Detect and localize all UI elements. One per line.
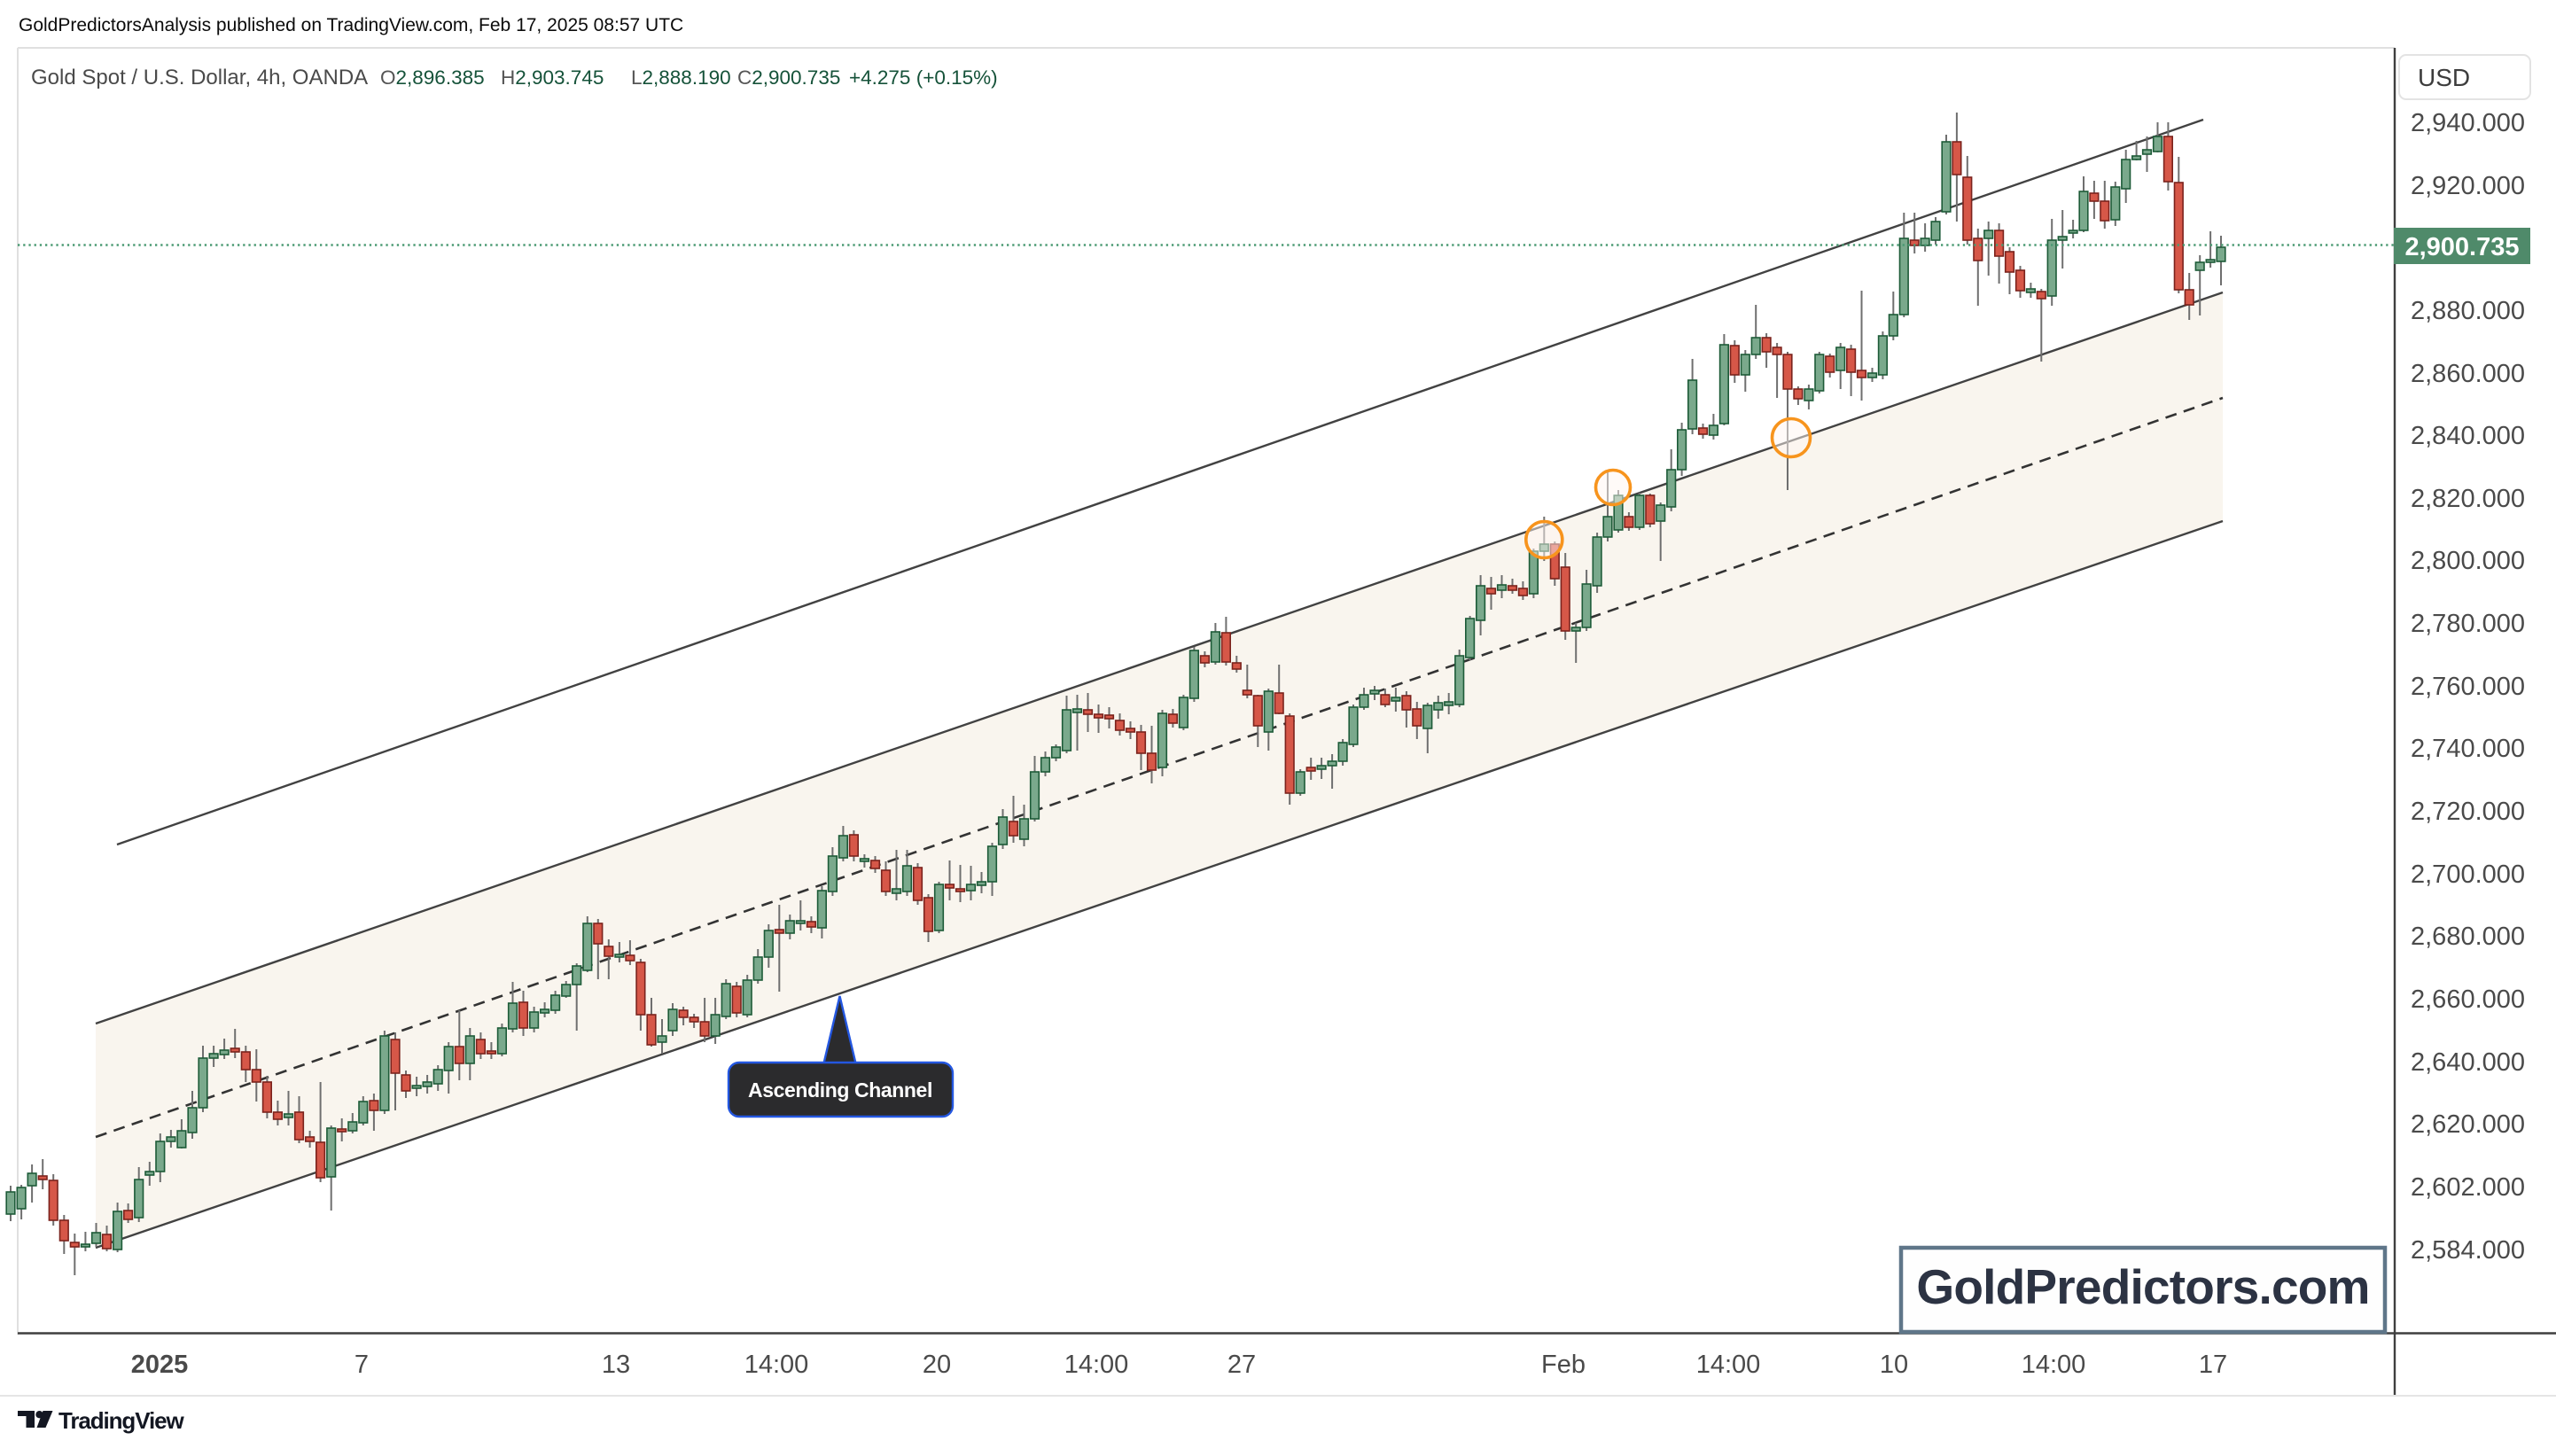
svg-text:2,840.000: 2,840.000 <box>2411 422 2525 450</box>
svg-text:2,820.000: 2,820.000 <box>2411 485 2525 513</box>
svg-text:2,800.000: 2,800.000 <box>2411 547 2525 575</box>
svg-text:10: 10 <box>1880 1351 1908 1379</box>
svg-text:Gold Spot / U.S. Dollar, 4h, O: Gold Spot / U.S. Dollar, 4h, OANDA <box>31 66 368 90</box>
svg-text:2,584.000: 2,584.000 <box>2411 1236 2525 1265</box>
svg-text:17: 17 <box>2199 1351 2227 1379</box>
svg-text:2,700.000: 2,700.000 <box>2411 860 2525 889</box>
svg-text:2,640.000: 2,640.000 <box>2411 1048 2525 1077</box>
svg-text:2,720.000: 2,720.000 <box>2411 798 2525 826</box>
svg-text:2,680.000: 2,680.000 <box>2411 923 2525 951</box>
svg-text:USD: USD <box>2418 64 2470 91</box>
svg-text:13: 13 <box>602 1351 630 1379</box>
svg-text:Feb: Feb <box>1541 1351 1586 1379</box>
svg-text:2025: 2025 <box>131 1351 189 1379</box>
svg-text:2,740.000: 2,740.000 <box>2411 735 2525 763</box>
svg-text:Ascending Channel: Ascending Channel <box>748 1078 932 1102</box>
svg-text:GoldPredictorsAnalysis publish: GoldPredictorsAnalysis published on Trad… <box>19 15 683 35</box>
svg-text:2,602.000: 2,602.000 <box>2411 1173 2525 1202</box>
svg-text:2,620.000: 2,620.000 <box>2411 1110 2525 1139</box>
svg-text:2,940.000: 2,940.000 <box>2411 109 2525 137</box>
svg-text:7: 7 <box>355 1351 369 1379</box>
svg-text:2,780.000: 2,780.000 <box>2411 610 2525 638</box>
svg-text:H2,903.745: H2,903.745 <box>501 66 604 89</box>
svg-text:2,860.000: 2,860.000 <box>2411 360 2525 388</box>
svg-text:27: 27 <box>1227 1351 1256 1379</box>
svg-text:GoldPredictors.com: GoldPredictors.com <box>1916 1259 2369 1314</box>
svg-text:2,880.000: 2,880.000 <box>2411 297 2525 325</box>
svg-text:C2,900.735: C2,900.735 <box>737 66 840 89</box>
svg-text:14:00: 14:00 <box>1064 1351 1129 1379</box>
svg-text:14:00: 14:00 <box>744 1351 809 1379</box>
svg-text:20: 20 <box>923 1351 951 1379</box>
svg-text:2,660.000: 2,660.000 <box>2411 985 2525 1014</box>
svg-text:L2,888.190: L2,888.190 <box>631 66 731 89</box>
svg-text:+4.275 (+0.15%): +4.275 (+0.15%) <box>849 66 998 89</box>
svg-text:14:00: 14:00 <box>1696 1351 1761 1379</box>
svg-text:2,900.735: 2,900.735 <box>2404 233 2519 261</box>
svg-text:TradingView: TradingView <box>58 1407 184 1434</box>
svg-text:2,760.000: 2,760.000 <box>2411 673 2525 701</box>
svg-text:O2,896.385: O2,896.385 <box>380 66 485 89</box>
svg-text:14:00: 14:00 <box>2022 1351 2086 1379</box>
svg-text:2,920.000: 2,920.000 <box>2411 172 2525 200</box>
